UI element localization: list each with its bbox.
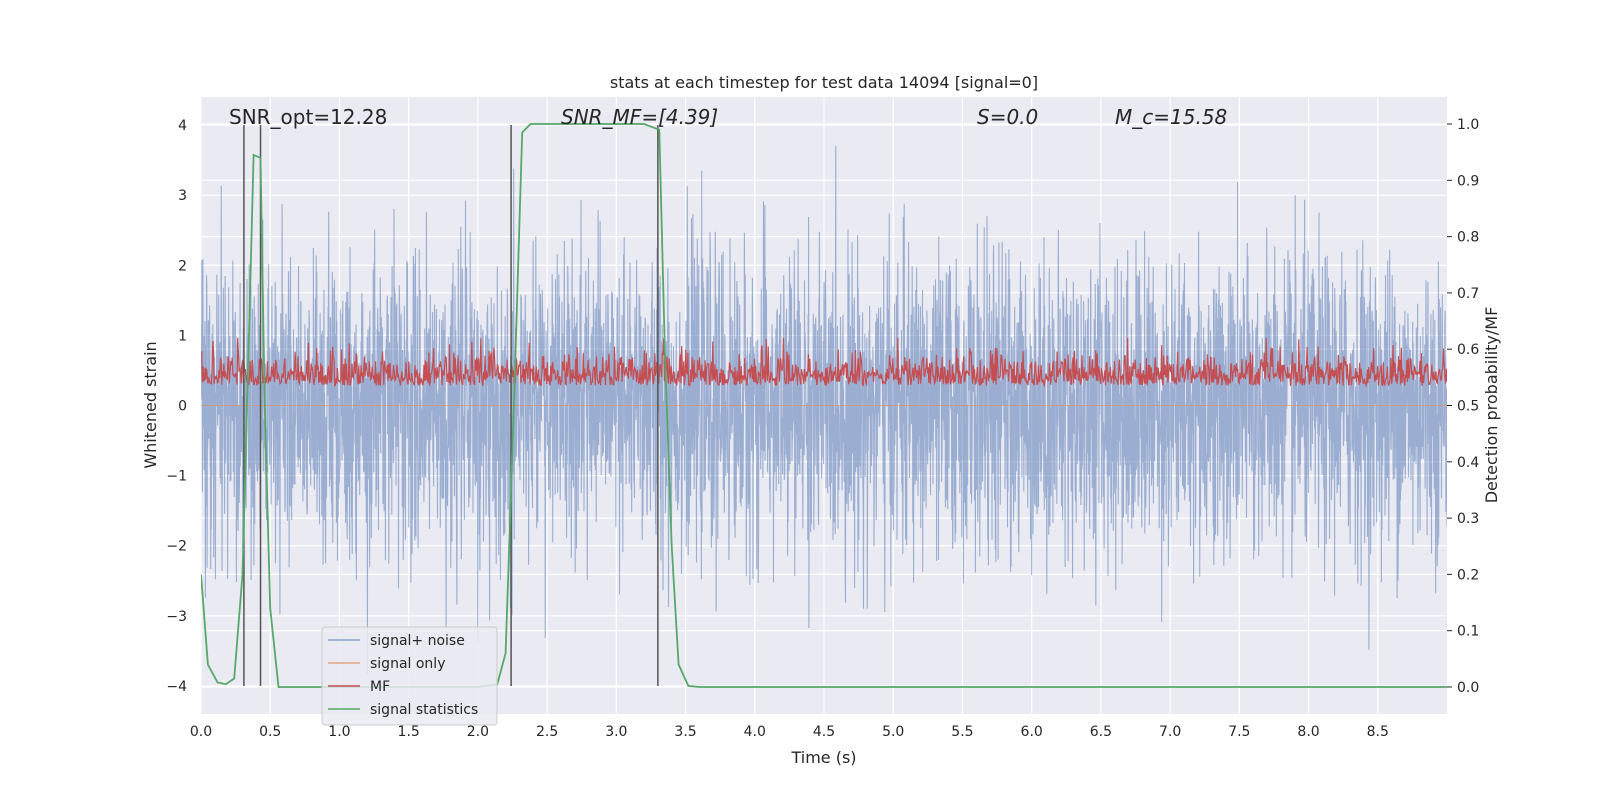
- x-tick-label: 0.5: [259, 724, 281, 740]
- y2-tick-label: 0.2: [1457, 567, 1479, 583]
- x-tick-label: 6.5: [1090, 724, 1112, 740]
- marker-layer: [243, 125, 659, 686]
- x-tick-label: 7.0: [1159, 724, 1181, 740]
- y2-tick-label: 0.7: [1457, 286, 1479, 302]
- y-tick-label: −2: [166, 539, 187, 555]
- y2-tick-label: 0.8: [1457, 230, 1479, 246]
- x-tick-label: 5.0: [882, 724, 904, 740]
- x-tick-label: 3.0: [605, 724, 627, 740]
- y-tick-label: −1: [166, 469, 187, 485]
- y-tick-label: −4: [166, 679, 187, 695]
- legend-label-signal: signal only: [370, 656, 445, 672]
- y2-tick-label: 0.1: [1457, 624, 1479, 640]
- x-tick-label: 2.5: [536, 724, 558, 740]
- annotation-snr-opt: SNR_opt=12.28: [229, 105, 387, 129]
- y2-tick-label: 0.5: [1457, 399, 1479, 415]
- x-tick-label: 1.5: [398, 724, 420, 740]
- series-signal-noise: [201, 146, 1447, 675]
- x-tick-label: 8.5: [1367, 724, 1389, 740]
- x-tick-label: 1.0: [328, 724, 350, 740]
- y2-tick-label: 0.4: [1457, 455, 1479, 471]
- x-axis-label: Time (s): [790, 748, 856, 767]
- annotation-snr-mf: SNR_MF=[4.39]: [561, 105, 718, 129]
- tick-layer: 0.0 0.5 1.0 1.5 2.0 2.5 3.0 3.5 4.0 4.5 5.0 5.5 6.0 6…: [166, 117, 1479, 740]
- legend-label-mf: MF: [370, 679, 390, 695]
- y-tick-label: 0: [178, 399, 187, 415]
- y2-axis-label: Detection probability/MF: [1482, 307, 1501, 504]
- chart-title: stats at each timestep for test data 140…: [610, 73, 1038, 92]
- y-tick-label: −3: [166, 609, 187, 625]
- y-tick-label: 1: [178, 328, 187, 344]
- data-layer: [201, 146, 1447, 675]
- legend: signal+ noise signal only MF signal stat…: [321, 626, 498, 726]
- y2-tick-label: 0.6: [1457, 342, 1479, 358]
- legend-label-noise: signal+ noise: [370, 633, 465, 649]
- x-tick-label: 6.0: [1021, 724, 1043, 740]
- y-tick-label: 4: [178, 118, 187, 134]
- y2-tick-label: 0.9: [1457, 173, 1479, 189]
- y2-tick-label: 0.3: [1457, 511, 1479, 527]
- y-axis-label: Whitened strain: [141, 341, 160, 468]
- x-tick-label: 7.5: [1228, 724, 1250, 740]
- y2-tick-label: 0.0: [1457, 680, 1479, 696]
- y2-tick-label: 1.0: [1457, 117, 1479, 133]
- series-mf: [201, 337, 1447, 387]
- x-tick-label: 3.5: [674, 724, 696, 740]
- annotation-mc: M_c=15.58: [1115, 105, 1227, 129]
- x-tick-label: 0.0: [190, 724, 212, 740]
- x-tick-label: 4.5: [813, 724, 835, 740]
- legend-label-stat: signal statistics: [370, 702, 478, 718]
- y-tick-label: 2: [178, 258, 187, 274]
- x-tick-label: 2.0: [467, 724, 489, 740]
- annotation-s: S=0.0: [977, 105, 1038, 129]
- legend-box: [321, 626, 498, 726]
- x-tick-label: 5.5: [951, 724, 973, 740]
- y-tick-label: 3: [178, 188, 187, 204]
- x-tick-label: 8.0: [1297, 724, 1319, 740]
- x-tick-label: 4.0: [744, 724, 766, 740]
